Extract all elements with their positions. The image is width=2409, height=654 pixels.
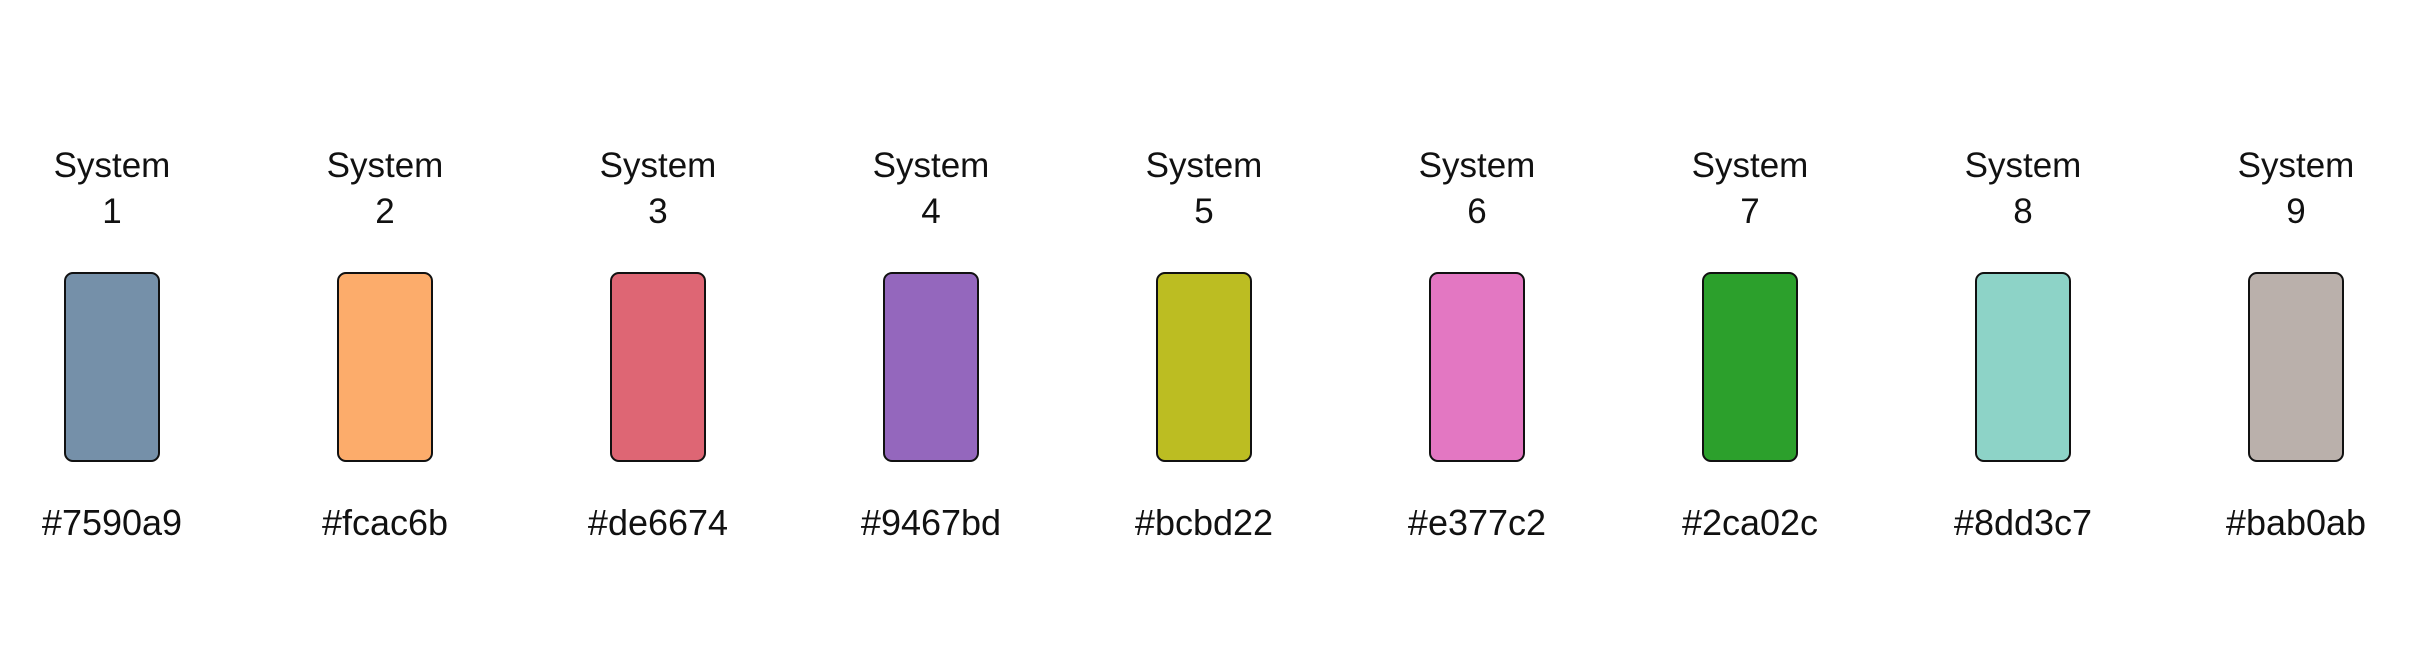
swatch-hex-code: #2ca02c [1681,502,1819,543]
swatch-system-6: System 6 #e377c2 [1377,0,1577,654]
swatch-label-line2: 9 [2286,192,2306,231]
swatch-system-1: System 1 #7590a9 [12,0,212,654]
swatch-label: System 3 [558,143,758,235]
swatch-label-line1: System [1964,146,2082,185]
swatch-label: System 5 [1104,143,1304,235]
swatch-hex-code: #9467bd [860,502,1002,543]
color-swatch [337,272,433,462]
swatch-label: System 8 [1923,143,2123,235]
swatch-label-line2: 2 [375,192,395,231]
swatch-hex-code: #8dd3c7 [1953,502,2093,543]
swatch-label-line1: System [53,146,171,185]
swatch-label: System 6 [1377,143,1577,235]
swatch-label: System 9 [2196,143,2396,235]
color-swatch [1975,272,2071,462]
swatch-label-line2: 3 [648,192,668,231]
swatch-label: System 1 [12,143,212,235]
color-swatch [1156,272,1252,462]
swatch-label-line1: System [326,146,444,185]
swatch-label-line1: System [1145,146,1263,185]
swatch-hex-code: #bcbd22 [1134,502,1274,543]
swatch-hex-code: #de6674 [587,502,729,543]
swatch-system-9: System 9 #bab0ab [2196,0,2396,654]
swatch-label-line1: System [872,146,990,185]
color-swatch [1702,272,1798,462]
swatch-label-line1: System [1691,146,1809,185]
swatch-hex-code: #fcac6b [321,502,449,543]
swatch-label-line2: 8 [2013,192,2033,231]
swatch-label-line2: 1 [102,192,122,231]
swatch-system-8: System 8 #8dd3c7 [1923,0,2123,654]
swatch-label: System 2 [285,143,485,235]
swatch-label-line1: System [599,146,717,185]
color-swatch [1429,272,1525,462]
swatch-label-line1: System [1418,146,1536,185]
swatch-hex-code: #e377c2 [1407,502,1547,543]
swatch-system-4: System 4 #9467bd [831,0,1031,654]
swatch-system-7: System 7 #2ca02c [1650,0,1850,654]
swatch-label-line2: 5 [1194,192,1214,231]
swatch-system-2: System 2 #fcac6b [285,0,485,654]
swatch-hex-code: #bab0ab [2225,502,2367,543]
swatch-hex-code: #7590a9 [41,502,183,543]
swatch-label: System 7 [1650,143,1850,235]
swatch-system-5: System 5 #bcbd22 [1104,0,1304,654]
swatch-label-line2: 6 [1467,192,1487,231]
swatch-label-line2: 7 [1740,192,1760,231]
swatch-label-line1: System [2237,146,2355,185]
swatch-label: System 4 [831,143,1031,235]
color-swatch [64,272,160,462]
color-swatch [610,272,706,462]
swatch-label-line2: 4 [921,192,941,231]
swatch-system-3: System 3 #de6674 [558,0,758,654]
color-swatch [883,272,979,462]
color-swatch [2248,272,2344,462]
